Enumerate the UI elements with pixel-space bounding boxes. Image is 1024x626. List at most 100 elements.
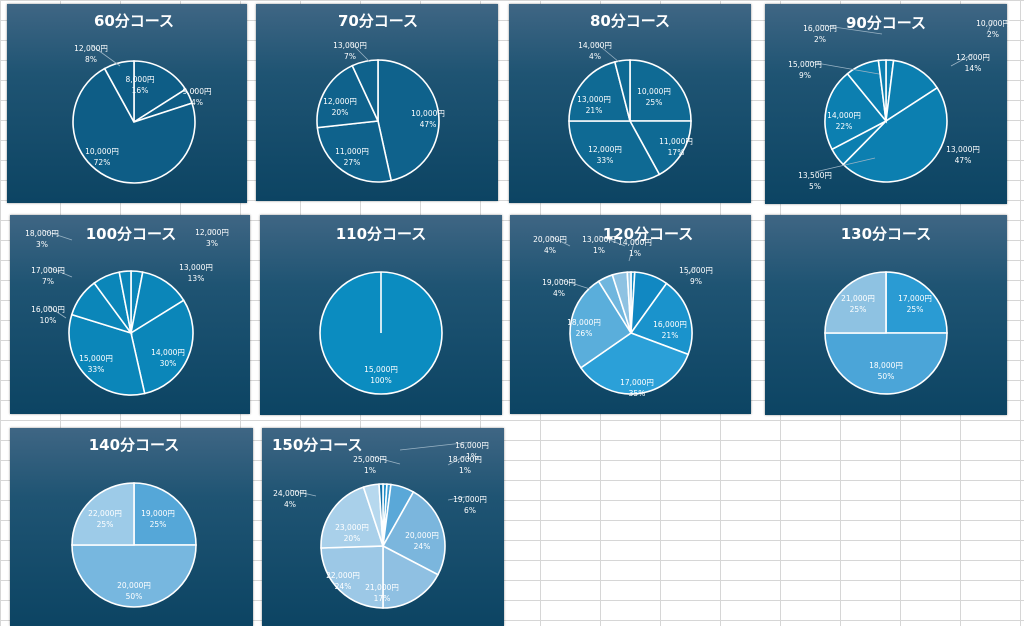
- slice-percent-label: 7%: [42, 277, 54, 286]
- slice-percent-label: 30%: [160, 359, 177, 368]
- chart-panel-80min: 80分コース 10,000円 25% 11,000円 17% 12,000円 33% 13,0…: [509, 4, 751, 203]
- chart-panel-100min: 100分コース 12,000円 3% 13,000円 13% 14,000円 30% 15,0…: [10, 215, 250, 414]
- slice-percent-label: 24%: [335, 582, 352, 591]
- slice-label: 10,000円 72%: [85, 147, 119, 167]
- slice-percent-label: 3%: [36, 240, 48, 249]
- leader-line: [804, 60, 880, 75]
- slice-percent-label: 13%: [188, 274, 205, 283]
- slice-percent-label: 5%: [809, 182, 821, 191]
- slice-label: 16,000円 10%: [31, 305, 65, 325]
- pie-slice: [103, 60, 135, 123]
- chart-title: 60分コース: [94, 12, 174, 30]
- slice-category-label: 12,000円: [956, 53, 990, 62]
- pie-slice: [377, 59, 440, 182]
- leader-line: [685, 266, 697, 276]
- slice-percent-label: 33%: [88, 365, 105, 374]
- leader-line: [594, 41, 620, 63]
- slice-percent-label: 47%: [955, 156, 972, 165]
- leader-line: [558, 278, 591, 290]
- pie-slice: [351, 59, 379, 122]
- pie-slice: [133, 60, 187, 124]
- slice-label: 13,000円 21%: [577, 95, 611, 115]
- slice-label: 9,000円 4%: [183, 87, 212, 107]
- slice-percent-label: 7%: [344, 52, 356, 61]
- slice-percent-label: 1%: [466, 452, 478, 461]
- slice-category-label: 10,000円: [637, 87, 671, 96]
- slice-label: 10,000円 2%: [976, 19, 1010, 39]
- slice-category-label: 25,000円: [353, 455, 387, 464]
- chart-title: 140分コース: [89, 436, 180, 454]
- slice-label: 19,000円 6%: [453, 495, 487, 515]
- chart-title: 70分コース: [338, 12, 418, 30]
- slice-percent-label: 21%: [586, 106, 603, 115]
- slice-label: 22,000円 24%: [326, 571, 360, 591]
- chart-panel-130min: 130分コース 17,000円 25% 18,000円 50% 21,000円 25%: [765, 215, 1007, 415]
- pie-slice: [569, 280, 633, 369]
- pie-slice: [824, 271, 887, 334]
- pie-slice: [71, 544, 197, 608]
- pie-slice: [626, 271, 632, 334]
- slice-percent-label: 35%: [629, 389, 646, 398]
- chart-title: 110分コース: [336, 225, 427, 243]
- leader-line: [209, 228, 213, 236]
- slice-label: 19,000円 4%: [542, 278, 576, 298]
- slice-label: 8,000円 16%: [126, 75, 155, 95]
- slice-category-label: 19,000円: [141, 509, 175, 518]
- slice-percent-label: 4%: [284, 500, 296, 509]
- slice-category-label: 13,000円: [577, 95, 611, 104]
- slice-label: 16,000円 21%: [653, 320, 687, 340]
- slice-percent-label: 14%: [965, 64, 982, 73]
- slice-percent-label: 21%: [662, 331, 679, 340]
- slice-percent-label: 17%: [374, 594, 391, 603]
- slice-label: 13,000円 47%: [946, 145, 980, 165]
- slice-label: 10,000円 25%: [637, 87, 671, 107]
- slice-category-label: 11,000円: [659, 137, 693, 146]
- pie-chart-svg: 100分コース 12,000円 3% 13,000円 13% 14,000円 30% 15,0…: [25, 225, 229, 396]
- leader-line: [41, 229, 73, 241]
- slice-percent-label: 1%: [593, 246, 605, 255]
- slice-label: 22,000円 25%: [88, 509, 122, 529]
- slice-percent-label: 20%: [344, 534, 361, 543]
- slice-percent-label: 17%: [668, 148, 685, 157]
- pie-slice: [884, 59, 939, 123]
- slice-category-label: 12,000円: [74, 44, 108, 53]
- slice-percent-label: 24%: [414, 542, 431, 551]
- slice-category-label: 22,000円: [326, 571, 360, 580]
- chart-title: 130分コース: [841, 225, 932, 243]
- slice-label: 13,000円 1%: [582, 235, 616, 255]
- pie-slice: [133, 482, 197, 546]
- leader-line: [369, 455, 401, 465]
- pie-slice: [320, 545, 384, 609]
- slice-percent-label: 25%: [850, 305, 867, 314]
- slice-percent-label: 1%: [459, 466, 471, 475]
- pie-slice: [842, 86, 948, 183]
- chart-title: 80分コース: [590, 12, 670, 30]
- leader-line: [192, 87, 198, 93]
- leader-line: [90, 44, 121, 67]
- slice-category-label: 16,000円: [31, 305, 65, 314]
- pie-slice: [824, 72, 888, 151]
- slice-category-label: 18,000円: [869, 361, 903, 370]
- pie-slice: [72, 67, 196, 184]
- slice-label: 18,000円 3%: [25, 229, 59, 249]
- slice-label: 24,000円 4%: [273, 489, 307, 509]
- slice-label: 23,000円 20%: [335, 523, 369, 543]
- slice-category-label: 16,000円: [653, 320, 687, 329]
- slice-label: 11,000円 17%: [659, 137, 693, 157]
- slice-label: 10,000円 47%: [411, 109, 445, 129]
- pie-slice: [579, 332, 690, 395]
- slice-label: 12,000円 3%: [195, 228, 229, 248]
- chart-title: 100分コース: [86, 225, 177, 243]
- slice-category-label: 21,000円: [365, 583, 399, 592]
- slice-label: 18,000円 50%: [869, 361, 903, 381]
- slice-percent-label: 16%: [132, 86, 149, 95]
- pie-chart-svg: 90分コース 10,000円 2% 12,000円 14% 13,000円 47% 13,50…: [788, 14, 1010, 191]
- slice-category-label: 18,000円: [448, 455, 482, 464]
- slice-category-label: 10,000円: [85, 147, 119, 156]
- slice-label: 18,000円 26%: [567, 318, 601, 338]
- leader-line: [628, 238, 636, 262]
- slice-percent-label: 25%: [646, 98, 663, 107]
- chart-title: 90分コース: [846, 14, 926, 32]
- pie-slice: [382, 544, 440, 609]
- chart-title: 120分コース: [603, 225, 694, 243]
